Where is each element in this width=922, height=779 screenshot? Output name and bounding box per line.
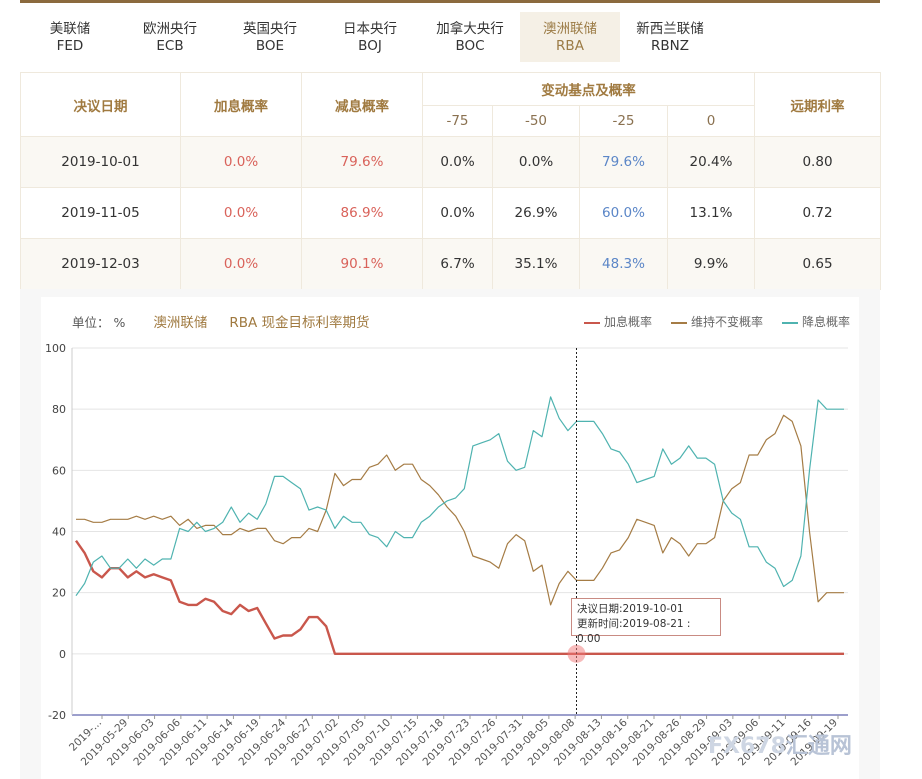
tab-ecb[interactable]: 欧洲央行 ECB xyxy=(120,12,220,62)
chart-tooltip: 决议日期:2019-10-01 更新时间:2019-08-21 : 0.00 xyxy=(571,598,721,645)
y-tick-label: 20 xyxy=(52,587,66,600)
tab-label-cn: 日本央行 xyxy=(343,21,397,37)
tooltip-update-time: 更新时间:2019-08-21 : 0.00 xyxy=(577,618,691,645)
tab-boc[interactable]: 加拿大央行 BOC xyxy=(420,12,520,62)
tab-label-en: BOJ xyxy=(358,38,382,54)
legend-item-cut[interactable]: 降息概率 xyxy=(782,313,850,330)
row-hike: 0.0% xyxy=(180,187,302,239)
bank-tabs: 美联储 FED 欧洲央行 ECB 英国央行 BOE 日本央行 BOJ 加拿大央行 BOC 澳洲联储 R… xyxy=(20,12,880,62)
tab-fed[interactable]: 美联储 FED xyxy=(20,12,120,62)
legend-label: 降息概率 xyxy=(802,315,851,329)
y-tick-label: 0 xyxy=(59,648,66,661)
tab-label-en: FED xyxy=(56,38,84,54)
y-tick-label: 60 xyxy=(52,464,66,477)
tab-label-cn: 英国央行 xyxy=(243,21,297,37)
tab-rbnz[interactable]: 新西兰联储 RBNZ xyxy=(620,12,720,62)
chart-subtitle: RBA 现金目标利率期货 xyxy=(229,315,370,331)
row-bp: 0.0% xyxy=(492,136,580,188)
probability-table-wrap: 决议日期 加息概率 减息概率 变动基点及概率 远期利率 -75 -50 -25 … xyxy=(20,72,881,290)
y-tick-label: 40 xyxy=(52,526,66,539)
series-line-hold xyxy=(76,414,844,606)
legend-swatch xyxy=(584,321,600,324)
tab-label-cn: 澳洲联储 xyxy=(543,21,597,37)
row-date: 2019-12-03 xyxy=(20,238,181,290)
row-bp: 48.3% xyxy=(579,238,668,290)
tab-label-cn: 新西兰联储 xyxy=(636,21,704,37)
fx678-watermark-logo: FX678汇通网 xyxy=(708,734,852,759)
tab-label-cn: 加拿大央行 xyxy=(436,21,504,37)
row-cut: 79.6% xyxy=(301,136,423,188)
table-row: 2019-12-03 0.0% 90.1% 6.7% 35.1% 48.3% 9.9% 0.6… xyxy=(20,238,881,290)
probability-table: 决议日期 加息概率 减息概率 变动基点及概率 远期利率 -75 -50 -25 … xyxy=(20,72,881,290)
unit-label: 单位： % xyxy=(72,315,126,330)
row-bp: 26.9% xyxy=(492,187,580,239)
legend-swatch xyxy=(782,321,798,324)
tab-label-en: RBA xyxy=(556,38,584,54)
tab-label-en: RBNZ xyxy=(651,38,689,54)
row-bp: 6.7% xyxy=(422,238,493,290)
row-date: 2019-10-01 xyxy=(20,136,181,188)
tab-boe[interactable]: 英国央行 BOE xyxy=(220,12,320,62)
legend-swatch xyxy=(671,321,687,324)
series-line-hike xyxy=(75,540,844,655)
header-bp: -25 xyxy=(579,105,668,137)
tab-rba[interactable]: 澳洲联储 RBA xyxy=(520,12,620,62)
row-hike: 0.0% xyxy=(180,238,302,290)
tab-label-en: ECB xyxy=(156,38,184,54)
tab-boj[interactable]: 日本央行 BOJ xyxy=(320,12,420,62)
row-forward: 0.72 xyxy=(754,187,881,239)
tab-label-en: BOC xyxy=(455,38,485,54)
header-bp: -50 xyxy=(492,105,580,137)
header-forward: 远期利率 xyxy=(754,72,881,137)
row-bp: 60.0% xyxy=(579,187,668,239)
tab-label-cn: 欧洲央行 xyxy=(143,21,197,37)
row-date: 2019-11-05 xyxy=(20,187,181,239)
tab-label-cn: 美联储 xyxy=(49,21,91,37)
legend-label: 维持不变概率 xyxy=(691,315,764,329)
legend-item-hold[interactable]: 维持不变概率 xyxy=(671,313,763,330)
header-cut: 减息概率 xyxy=(301,72,423,137)
row-bp: 20.4% xyxy=(667,136,755,188)
header-bp: -75 xyxy=(422,105,493,137)
row-forward: 0.65 xyxy=(754,238,881,290)
header-bp: 0 xyxy=(667,105,755,137)
series-line-cut xyxy=(75,396,844,597)
bank-label: 澳洲联储 xyxy=(153,315,208,331)
table-row: 2019-11-05 0.0% 86.9% 0.0% 26.9% 60.0% 13.1% 0.… xyxy=(20,187,881,239)
row-bp: 35.1% xyxy=(492,238,580,290)
row-bp: 79.6% xyxy=(579,136,668,188)
y-tick-label: 80 xyxy=(52,403,66,416)
header-hike: 加息概率 xyxy=(180,72,302,137)
legend-label: 加息概率 xyxy=(604,315,653,329)
header-bp-group: 变动基点及概率 xyxy=(422,72,755,106)
tab-label-en: BOE xyxy=(255,38,285,54)
legend-item-hike[interactable]: 加息概率 xyxy=(584,313,652,330)
row-forward: 0.80 xyxy=(754,136,881,188)
y-tick-label: 100 xyxy=(45,342,66,355)
highlight-point xyxy=(567,644,586,663)
y-tick-label: -20 xyxy=(48,709,66,722)
row-bp: 9.9% xyxy=(667,238,755,290)
tooltip-decision-date: 决议日期:2019-10-01 xyxy=(577,603,684,615)
top-rule xyxy=(20,0,880,3)
chart-header: 单位： % 澳洲联储 RBA 现金目标利率期货 xyxy=(72,311,370,331)
row-bp: 0.0% xyxy=(422,136,493,188)
